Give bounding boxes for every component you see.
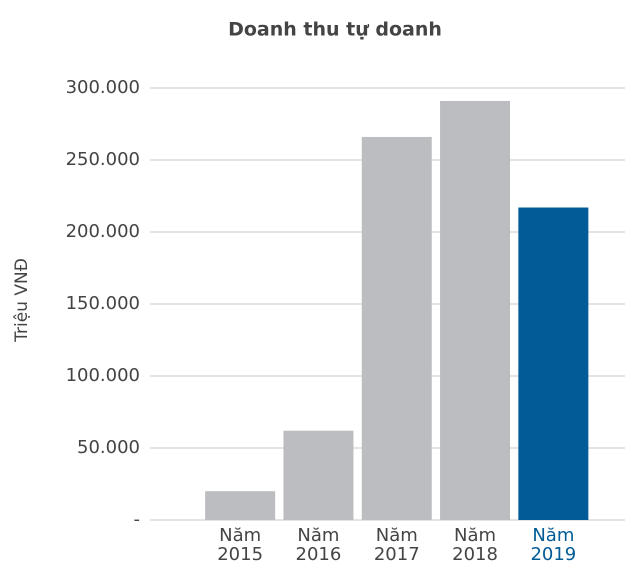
- x-tick-label: Năm 2016: [295, 525, 342, 565]
- bar: [361, 136, 432, 520]
- y-tick-label: 150.000: [66, 293, 140, 314]
- y-tick-label: 100.000: [66, 365, 140, 386]
- bar: [205, 491, 276, 520]
- bar: [518, 207, 589, 520]
- x-tick-label: Năm 2019: [530, 525, 577, 565]
- x-tick-label: Năm 2018: [452, 525, 498, 565]
- y-tick-label: 250.000: [66, 149, 140, 170]
- bar: [283, 430, 354, 520]
- bar: [440, 100, 511, 521]
- y-tick-label: -: [134, 509, 141, 530]
- chart-title: Doanh thu tự doanh: [228, 19, 442, 41]
- y-tick-label: 200.000: [66, 221, 140, 242]
- y-axis-label: Triệu VNĐ: [12, 258, 32, 343]
- y-tick-label: 300.000: [66, 77, 140, 98]
- x-tick-label: Năm 2015: [217, 525, 264, 565]
- x-tick-label: Năm 2017: [373, 525, 420, 565]
- y-tick-label: 50.000: [77, 437, 140, 458]
